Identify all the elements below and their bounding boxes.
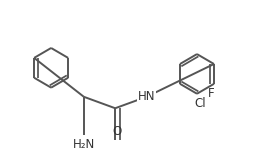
Text: HN: HN: [138, 90, 155, 103]
Text: Cl: Cl: [194, 97, 206, 110]
Text: F: F: [208, 87, 215, 100]
Text: O: O: [112, 125, 121, 138]
Text: H₂N: H₂N: [73, 138, 95, 151]
